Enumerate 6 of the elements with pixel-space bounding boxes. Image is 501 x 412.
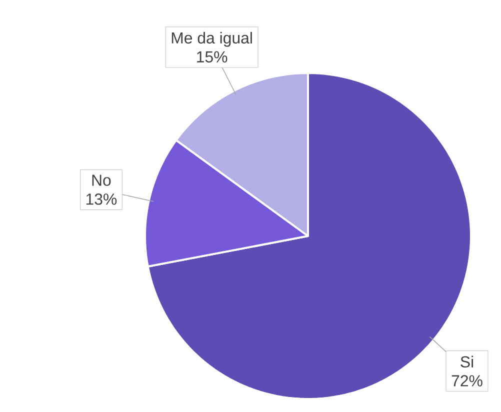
slice-label: Si xyxy=(460,356,474,368)
data-label: 72% xyxy=(452,375,482,386)
data-label: 13% xyxy=(86,194,117,205)
slice-label: No xyxy=(92,174,111,186)
slice-label: Me da igual xyxy=(172,32,252,47)
data-label: 15% xyxy=(197,51,228,63)
